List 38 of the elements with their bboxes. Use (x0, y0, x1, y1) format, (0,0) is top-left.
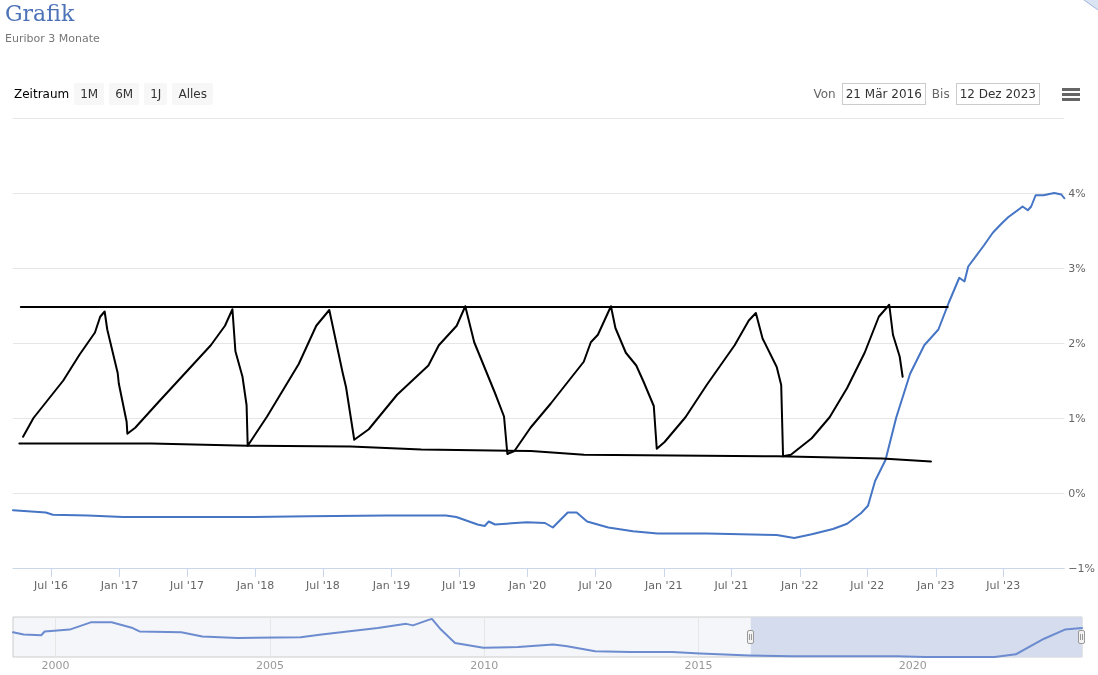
x-tick-label: Jan '19 (371, 579, 411, 592)
text: 1J (144, 83, 168, 105)
text: Von (813, 86, 836, 103)
x-tick-label: Jan '18 (235, 579, 275, 592)
x-tick-label: 2000 (41, 659, 70, 672)
x-tick-label: 2010 (470, 659, 499, 672)
y-tick-label: 2% (1068, 336, 1086, 350)
y-tick-label: 3% (1068, 261, 1086, 275)
chart-subtitle: Euribor 3 Monate (5, 31, 100, 47)
y-tick-label: 4% (1068, 186, 1086, 200)
x-tick-label: 2015 (684, 659, 713, 672)
x-tick-label: Jul '21 (713, 579, 749, 592)
x-tick-label: Jul '18 (305, 579, 340, 592)
y-tick-label: 1% (1068, 411, 1086, 425)
x-tick-label: Jul '20 (577, 579, 613, 592)
y-tick-label: −1% (1068, 561, 1095, 575)
x-tick-label: Jul '22 (849, 579, 885, 592)
x-tick-label: Jan '21 (644, 579, 683, 592)
text: 21 Mär 2016 (841, 83, 926, 105)
x-tick-label: Jul '23 (985, 579, 1021, 592)
x-tick-label: Jan '17 (99, 579, 139, 592)
text: Alles (172, 83, 213, 105)
x-tick-label: Jul '16 (33, 579, 68, 592)
text: 6M (109, 83, 140, 105)
x-tick-label: Jan '23 (916, 579, 955, 592)
x-tick-label: Jan '20 (507, 579, 547, 592)
line-series (12, 192, 1066, 539)
text: Zeitraum (14, 86, 70, 103)
chart-title: Grafik (5, 0, 75, 28)
x-tick-label: 2005 (255, 659, 284, 672)
y-tick-label: 0% (1068, 486, 1086, 500)
x-tick-label: Jan '22 (780, 579, 819, 592)
text: 1M (74, 83, 105, 105)
text: Bis (931, 86, 950, 103)
text: 12 Dez 2023 (955, 83, 1040, 105)
x-tick-label: Jul '17 (169, 579, 204, 592)
x-tick-label: 2020 (898, 659, 927, 672)
x-tick-label: Jul '19 (441, 579, 476, 592)
